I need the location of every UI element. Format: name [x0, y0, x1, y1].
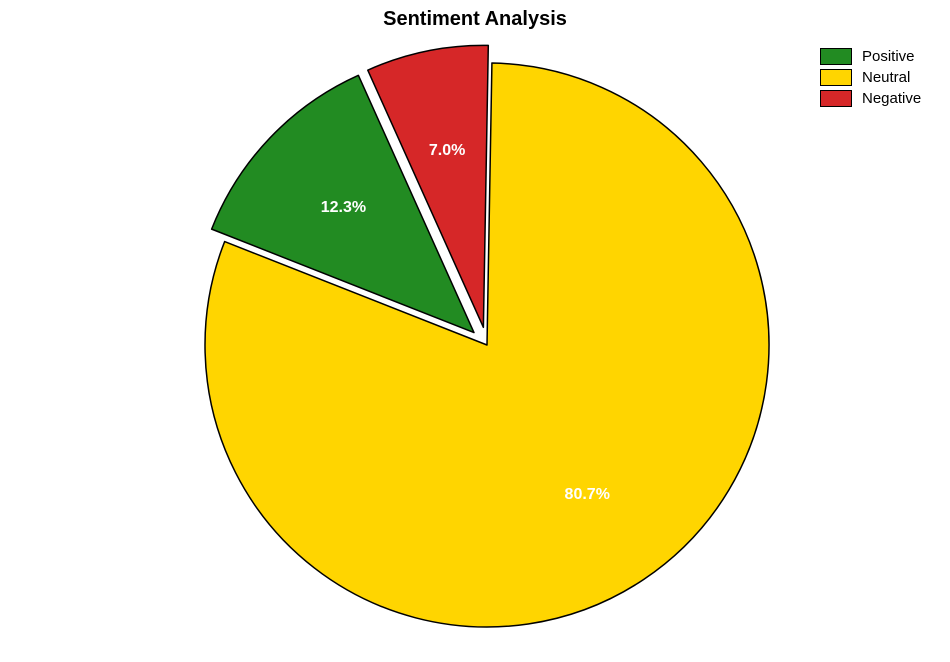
legend-item: Negative: [820, 90, 921, 107]
legend-label: Neutral: [862, 69, 910, 86]
pie-slice-label: 80.7%: [565, 486, 610, 504]
legend-label: Positive: [862, 48, 915, 65]
pie-slice-label: 12.3%: [321, 199, 366, 217]
pie-slice-label: 7.0%: [429, 142, 465, 160]
pie-svg: [183, 41, 791, 649]
legend-item: Neutral: [820, 69, 921, 86]
legend-swatch: [820, 48, 852, 65]
chart-title: Sentiment Analysis: [0, 8, 950, 31]
legend-swatch: [820, 90, 852, 107]
legend-item: Positive: [820, 48, 921, 65]
pie-chart: 80.7% 12.3% 7.0%: [183, 41, 791, 654]
legend-label: Negative: [862, 90, 921, 107]
legend: Positive Neutral Negative: [820, 48, 921, 111]
legend-swatch: [820, 69, 852, 86]
chart-container: Sentiment Analysis 80.7% 12.3% 7.0% Positi…: [0, 0, 950, 662]
